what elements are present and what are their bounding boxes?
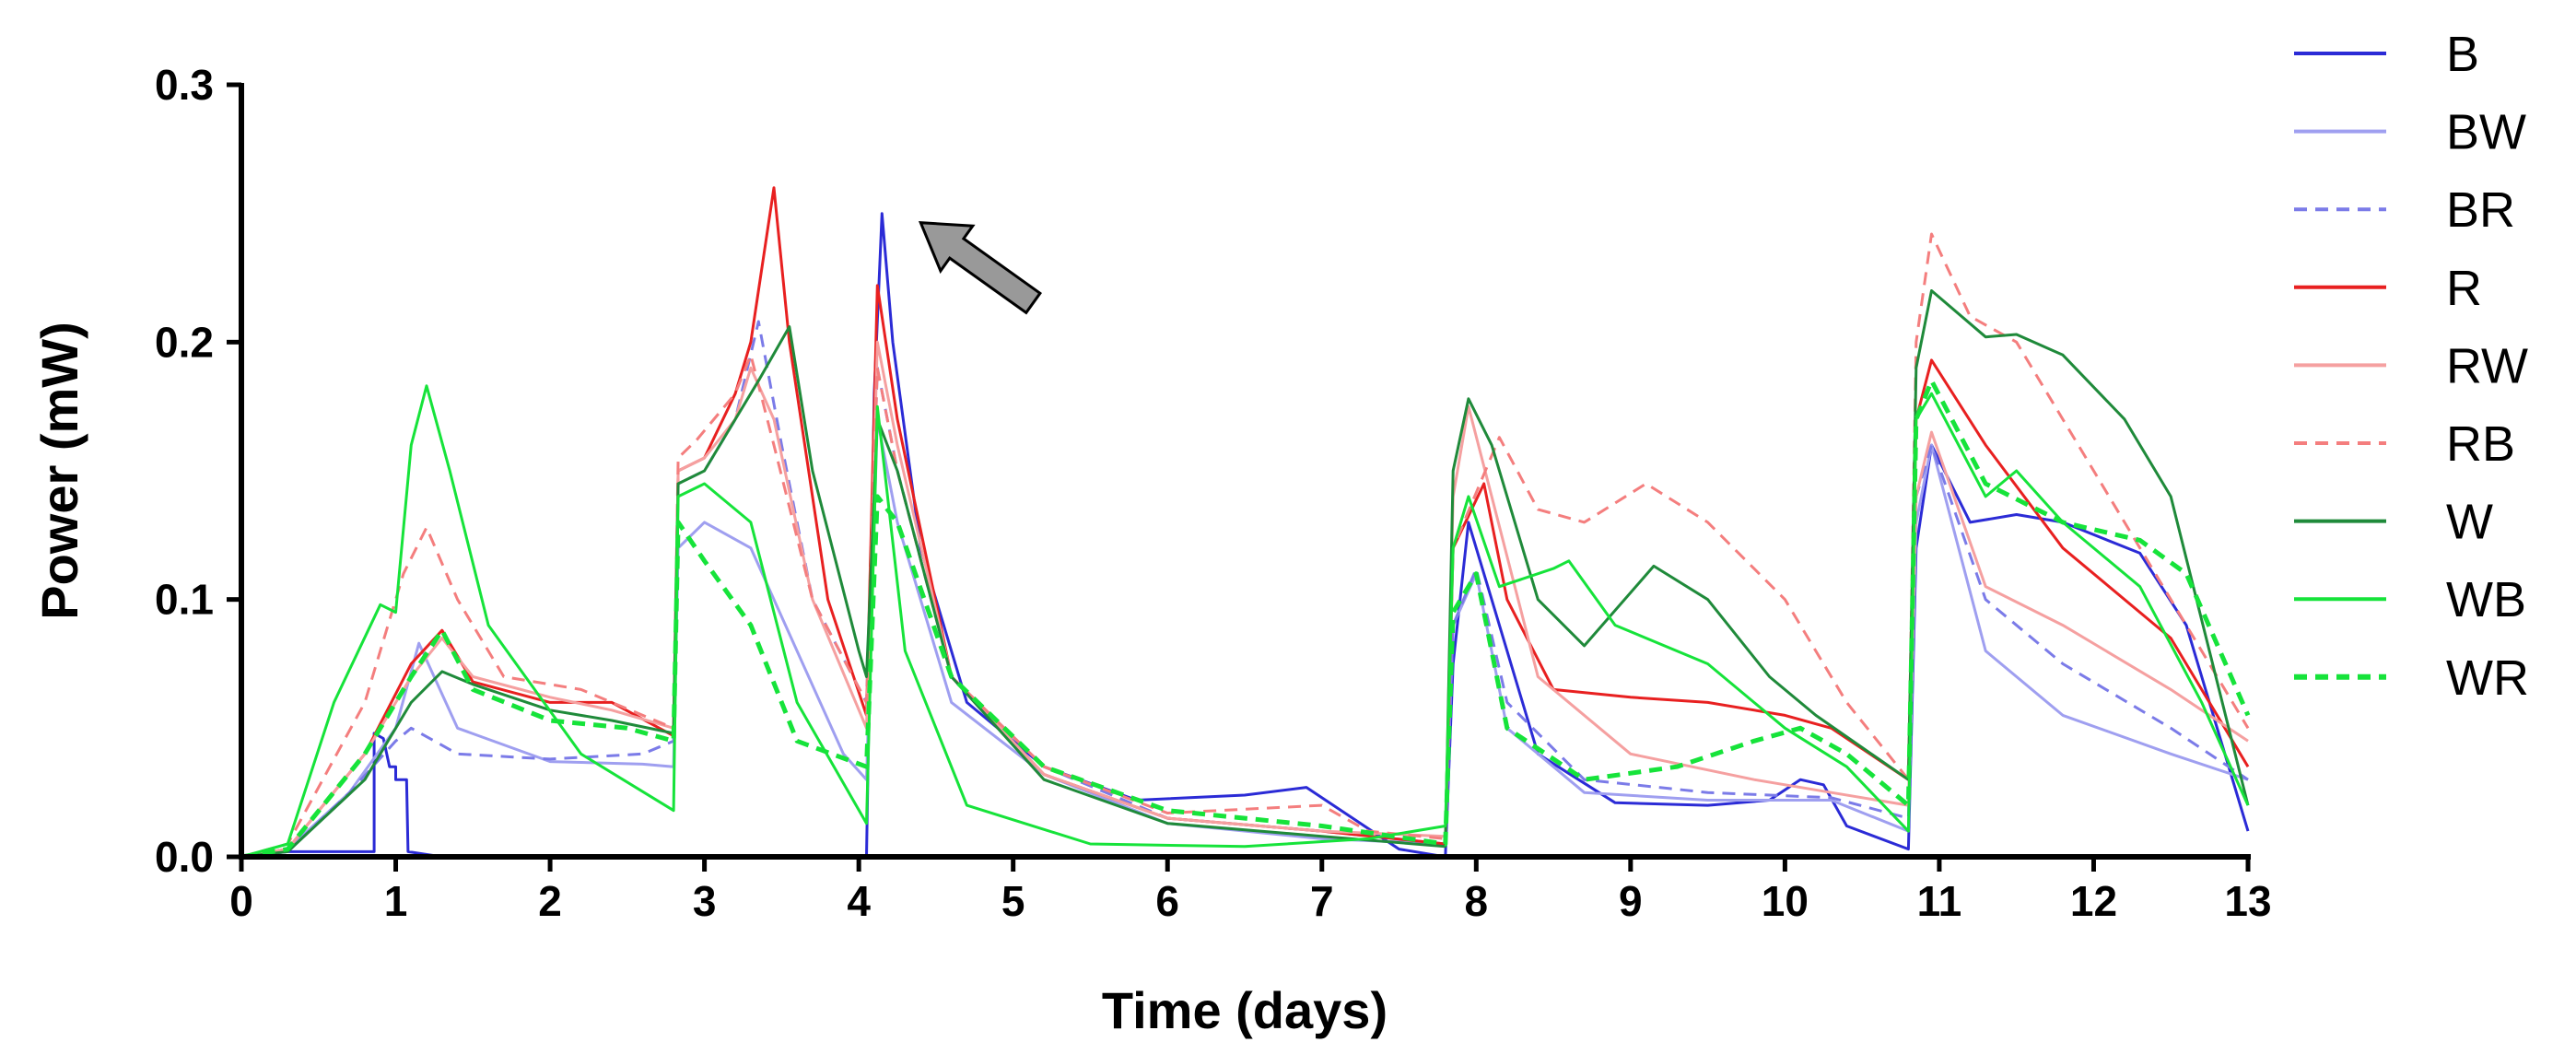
legend-label-br: BR — [2446, 182, 2515, 238]
series-line-rw — [240, 340, 2249, 859]
legend: B BW BR R RW RB W WB WR — [2294, 27, 2529, 706]
annotation-arrow — [918, 221, 1042, 315]
series-line-wr — [240, 378, 2251, 860]
x-tick-label: 4 — [847, 877, 871, 925]
legend-label-wb: WB — [2446, 572, 2526, 627]
x-tick-label: 2 — [538, 877, 562, 925]
series-line-rb — [240, 232, 2250, 859]
y-axis-title: Power (mW) — [30, 322, 88, 620]
x-tick-label: 0 — [229, 877, 253, 925]
x-tick-label: 13 — [2224, 877, 2271, 925]
y-tick-label: 0.2 — [155, 318, 214, 366]
series-line-w — [240, 289, 2250, 859]
x-axis-title: Time (days) — [1102, 981, 1388, 1039]
annotations — [918, 221, 1042, 315]
y-tick-label: 0.0 — [155, 833, 214, 881]
legend-label-b: B — [2446, 27, 2479, 82]
legend-label-rw: RW — [2446, 338, 2528, 393]
legend-label-w: W — [2446, 495, 2493, 550]
legend-label-wr: WR — [2446, 650, 2529, 706]
x-tick-label: 8 — [1465, 877, 1489, 925]
axes — [239, 83, 2251, 860]
x-tick-label: 10 — [1762, 877, 1809, 925]
x-tick-label: 5 — [1001, 877, 1025, 925]
series-line-wb — [240, 384, 2250, 859]
y-tick-label: 0.3 — [155, 61, 214, 109]
x-tick-label: 6 — [1155, 877, 1179, 925]
x-tick-label: 9 — [1619, 877, 1643, 925]
legend-label-rb: RB — [2446, 416, 2515, 472]
x-tick-label: 11 — [1917, 877, 1962, 925]
x-tick-label: 12 — [2070, 877, 2117, 925]
x-tick-label: 7 — [1310, 877, 1334, 925]
series-line-r — [240, 186, 2250, 859]
series-line-b — [240, 212, 2250, 859]
x-tick-label: 1 — [384, 877, 408, 925]
series-line-br — [240, 320, 2249, 859]
legend-label-bw: BW — [2446, 105, 2526, 160]
ticks: 0 1 2 3 4 5 6 7 8 9 10 11 12 130.00.10.20.3 — [155, 61, 2272, 925]
y-tick-label: 0.1 — [155, 576, 214, 624]
series-line-bw — [240, 417, 2249, 859]
x-tick-label: 3 — [693, 877, 717, 925]
legend-label-r: R — [2446, 261, 2482, 316]
plot-lines — [240, 186, 2251, 860]
